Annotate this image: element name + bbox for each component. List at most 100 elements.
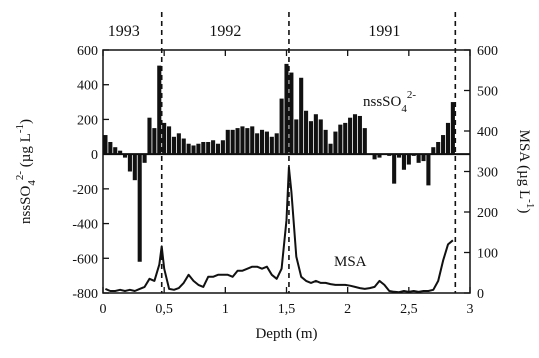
x-tick-label: 2,5: [400, 302, 418, 317]
x-tick-label: 0: [100, 302, 107, 317]
nss-bar: [411, 154, 416, 156]
nss-bar: [113, 147, 118, 155]
left-axis-label-sup: 2-: [14, 171, 26, 181]
right-tick-label: 600: [477, 44, 498, 59]
x-tick-label: 1,5: [278, 302, 296, 317]
right-axis-label-main: MSA (µg L: [516, 130, 532, 200]
nss-bar: [259, 129, 265, 155]
nss-bar: [122, 154, 128, 158]
left-tick-label: -400: [72, 218, 98, 233]
nss-annotation-sub: 4: [401, 103, 407, 115]
nss-bar: [289, 72, 294, 155]
year-label: 1991: [368, 23, 400, 40]
nss-annotation: nssSO42-: [363, 89, 416, 115]
year-label: 1993: [108, 23, 140, 40]
nss-bar: [269, 136, 274, 155]
right-tick-label: 100: [477, 247, 498, 262]
left-tick-label: -200: [72, 183, 98, 198]
nss-bar: [264, 131, 269, 155]
nss-bar: [147, 117, 152, 155]
nss-bar: [450, 102, 455, 155]
nss-bar: [103, 135, 108, 155]
nss-bar: [171, 136, 176, 155]
nss-bar: [294, 119, 299, 155]
nss-bar: [220, 140, 225, 155]
nss-bar: [343, 122, 348, 155]
nss-bar: [186, 143, 191, 155]
nss-bar: [157, 65, 162, 155]
msa-line-group: [105, 166, 454, 294]
right-tick-label: 500: [477, 85, 498, 100]
left-axis-label-unit-sup: -1: [14, 124, 26, 133]
left-tick-label: 600: [77, 44, 98, 59]
left-axis-label-unit: (µg L: [18, 133, 34, 171]
nss-bar: [372, 154, 377, 160]
right-tick-label: 200: [477, 206, 498, 221]
nss-bar: [333, 131, 338, 155]
nss-bar: [201, 141, 206, 155]
nss-bar: [362, 128, 367, 155]
right-tick-label: 400: [477, 125, 498, 140]
nss-bar: [279, 98, 284, 155]
nss-bars: [103, 63, 455, 262]
x-tick-label: 1: [222, 302, 229, 317]
nss-bar: [318, 119, 323, 155]
left-axis-label-end: ): [18, 119, 34, 124]
year-boundaries: [160, 12, 457, 293]
right-tick-label: 300: [477, 166, 498, 181]
nss-bar: [416, 154, 421, 163]
nss-bar: [338, 124, 343, 155]
nss-bar: [191, 145, 196, 155]
right-axis-label-end: ): [516, 208, 532, 213]
x-tick-label: 2: [344, 302, 351, 317]
nss-bar: [240, 126, 245, 155]
nss-bar: [397, 154, 402, 158]
left-tick-label: 0: [91, 148, 98, 163]
nss-bar: [127, 154, 132, 172]
nss-bar: [181, 138, 186, 155]
nss-bar: [348, 117, 353, 155]
nss-bar: [308, 121, 314, 155]
left-tick-label: 200: [77, 113, 98, 128]
nss-bar: [211, 140, 216, 155]
nss-bar: [313, 114, 318, 155]
nss-bar: [118, 150, 123, 155]
nss-bar: [274, 133, 279, 155]
nss-bar: [401, 154, 406, 170]
nss-bar: [206, 141, 211, 155]
nss-annotation-main: nssSO: [363, 94, 402, 110]
x-tick-label: 3: [467, 302, 474, 317]
x-tick-label: 0,5: [155, 302, 173, 317]
nss-bar: [377, 154, 382, 158]
nss-bar: [230, 129, 235, 155]
msa-annotation: MSA: [334, 254, 367, 270]
nss-bar: [357, 115, 362, 155]
nss-bar: [431, 147, 436, 155]
nss-bar: [225, 129, 230, 155]
nss-bar: [441, 135, 446, 155]
nss-bar: [108, 141, 113, 155]
nss-bar: [445, 122, 451, 155]
left-tick-label: 400: [77, 79, 98, 94]
nss-bar: [299, 77, 304, 155]
left-tick-label: -800: [72, 287, 98, 302]
nss-bar: [132, 154, 137, 181]
left-axis-label-main: nssSO: [18, 185, 34, 224]
nss-bar: [392, 154, 397, 184]
nss-bar: [304, 110, 309, 155]
year-label: 1992: [209, 23, 241, 40]
nss-bar: [142, 154, 147, 163]
nss-bar: [176, 133, 181, 155]
nss-bar: [215, 143, 221, 155]
right-axis-label: MSA (µg L-1): [516, 130, 536, 214]
msa-line: [105, 166, 454, 294]
nss-bar: [284, 63, 289, 155]
nss-bar: [436, 141, 441, 155]
nss-bar: [352, 114, 358, 155]
nss-bar: [245, 128, 250, 155]
nss-bar: [162, 122, 167, 155]
nss-bar: [406, 154, 411, 165]
labels: 0 0,5 1 1,5 2 2,5 3 -800 -600 -400 -200 0 200 400 600 0…: [14, 23, 536, 342]
right-tick-label: 0: [477, 287, 484, 302]
